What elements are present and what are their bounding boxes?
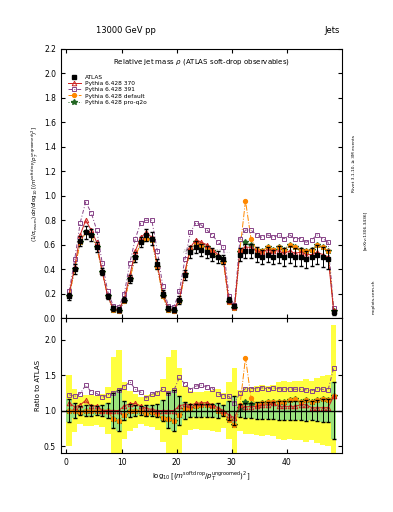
- Text: Jets: Jets: [324, 26, 340, 35]
- Y-axis label: $(1/\sigma_{\rm resum})\,d\sigma/d\log_{10}[(m^{\rm soft\,drop}/p_T^{\rm ungroom: $(1/\sigma_{\rm resum})\,d\sigma/d\log_{…: [30, 125, 41, 242]
- Text: ATL_2019_I1777...: ATL_2019_I1777...: [183, 248, 231, 254]
- Text: 13000 GeV pp: 13000 GeV pp: [96, 26, 156, 35]
- Y-axis label: Ratio to ATLAS: Ratio to ATLAS: [35, 360, 41, 411]
- X-axis label: $\log_{10}[(m^{\rm soft\,drop}/p_T^{\rm ungroomed})^2]$: $\log_{10}[(m^{\rm soft\,drop}/p_T^{\rm …: [152, 470, 250, 483]
- Text: [arXiv:1306.3436]: [arXiv:1306.3436]: [363, 211, 367, 250]
- Text: Relative jet mass $\rho$ (ATLAS soft-drop observables): Relative jet mass $\rho$ (ATLAS soft-dro…: [113, 57, 290, 67]
- Text: mcplots.cern.ch: mcplots.cern.ch: [371, 280, 375, 314]
- Text: Rivet 3.1.10, ≥ 3M events: Rivet 3.1.10, ≥ 3M events: [352, 135, 356, 193]
- Legend: ATLAS, Pythia 6.428 370, Pythia 6.428 391, Pythia 6.428 default, Pythia 6.428 pr: ATLAS, Pythia 6.428 370, Pythia 6.428 39…: [67, 73, 148, 106]
